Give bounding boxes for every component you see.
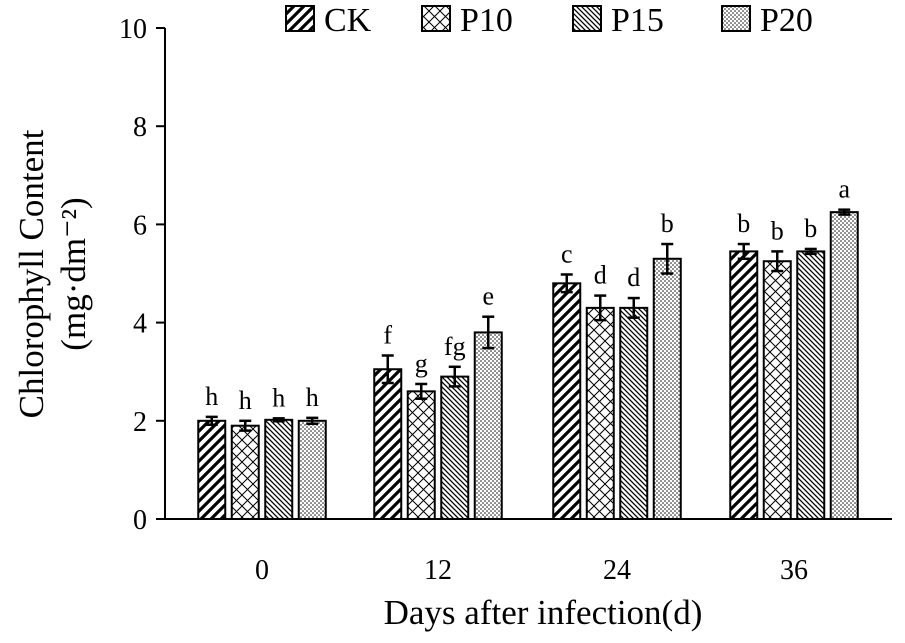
bar-p20 bbox=[652, 257, 682, 520]
significance-label: d bbox=[594, 261, 607, 290]
bar-p20 bbox=[829, 211, 859, 520]
y-tick-label: 6 bbox=[133, 210, 147, 241]
bar-p15 bbox=[440, 375, 470, 520]
bar-ck bbox=[197, 419, 227, 520]
legend-swatch-ck bbox=[285, 5, 315, 32]
bar-ck bbox=[373, 368, 403, 520]
legend-label-ck: CK bbox=[324, 2, 372, 39]
significance-label: b bbox=[737, 209, 750, 238]
legend-swatch-p10 bbox=[421, 5, 451, 32]
significance-label: h bbox=[272, 383, 285, 412]
bar-p15 bbox=[264, 418, 294, 520]
x-tick-label: 36 bbox=[780, 555, 808, 586]
significance-label: c bbox=[561, 239, 573, 268]
bar-p15 bbox=[796, 250, 826, 520]
significance-label: h bbox=[306, 383, 319, 412]
bar-ck bbox=[729, 250, 759, 520]
bar-p10 bbox=[762, 260, 792, 520]
x-axis-label: Days after infection(d) bbox=[384, 593, 703, 632]
significance-label: a bbox=[838, 175, 850, 204]
y-tick-label: 8 bbox=[133, 112, 147, 143]
bar-p20 bbox=[297, 419, 327, 520]
y-axis-title: Chlorophyll Content (mg·dm⁻²) bbox=[12, 129, 93, 418]
legend-label-p10: P10 bbox=[460, 2, 513, 39]
y-tick-label: 4 bbox=[133, 309, 147, 340]
significance-label: b bbox=[771, 216, 784, 245]
significance-label: d bbox=[627, 263, 640, 292]
bar-p10 bbox=[230, 424, 260, 520]
y-tick-label: 10 bbox=[119, 14, 147, 45]
significance-label: h bbox=[239, 386, 252, 415]
x-tick-label: 0 bbox=[255, 555, 269, 586]
significance-label: f bbox=[383, 320, 392, 349]
bar-p10 bbox=[585, 306, 615, 520]
significance-label: b bbox=[804, 214, 817, 243]
y-axis-label: Chlorophyll Content bbox=[12, 129, 51, 418]
significance-label: fg bbox=[444, 332, 466, 361]
bar-p10 bbox=[406, 390, 436, 520]
x-tick-label: 12 bbox=[424, 555, 452, 586]
legend-label-p20: P20 bbox=[760, 2, 813, 39]
legend-swatch-p20 bbox=[721, 5, 751, 32]
y-axis-unit: (mg·dm⁻²) bbox=[54, 197, 93, 350]
significance-label: g bbox=[415, 349, 428, 378]
y-axis-ticks: 0 2 4 6 8 10 bbox=[119, 14, 165, 536]
legend-swatch-p15 bbox=[572, 5, 602, 32]
bar-p20 bbox=[473, 331, 503, 521]
significance-label: b bbox=[661, 209, 674, 238]
y-tick-label: 2 bbox=[133, 407, 147, 438]
legend: CK P10 P15 P20 bbox=[285, 2, 813, 39]
legend-label-p15: P15 bbox=[611, 2, 664, 39]
x-axis-ticks: 0 12 24 36 bbox=[255, 555, 808, 586]
y-tick-label: 0 bbox=[133, 505, 147, 536]
x-tick-label: 24 bbox=[603, 555, 631, 586]
bar-p15 bbox=[619, 306, 649, 520]
significance-label: h bbox=[205, 382, 218, 411]
bar-ck bbox=[552, 282, 582, 520]
significance-label: e bbox=[482, 282, 494, 311]
